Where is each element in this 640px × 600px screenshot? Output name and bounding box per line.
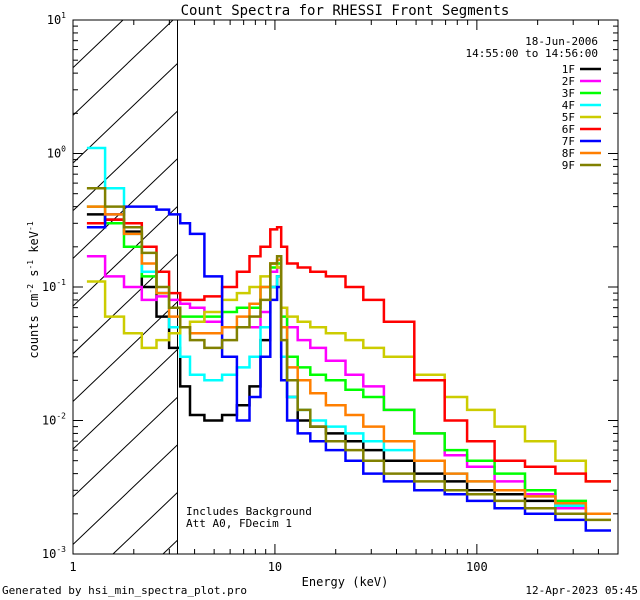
hatch-line [73, 20, 74, 21]
annotation-background: Includes Background [186, 505, 312, 518]
date-label: 18-Jun-2006 [525, 35, 598, 48]
y-axis-label-kev: keV [27, 231, 41, 260]
time-range-label: 14:55:00 to 14:56:00 [466, 47, 598, 60]
legend-label-9f: 9F [562, 159, 575, 172]
legend-label-3f: 3F [562, 87, 575, 100]
series-line-2f [86, 254, 611, 516]
annotation-attenuator: Att A0, FDecim 1 [186, 517, 292, 530]
series-line-4f [86, 146, 611, 516]
hatch-line [73, 205, 178, 307]
series-line-1f [86, 213, 611, 516]
y-tick-label: 10-1 [42, 278, 66, 294]
y-axis-label: counts cm-2 s-1 keV-1 [26, 221, 41, 358]
hatch-line [73, 20, 174, 117]
legend-label-4f: 4F [562, 99, 575, 112]
y-axis-label-exp-kev: -1 [26, 221, 35, 231]
axis-ticks: 1 10 100 10-3 10-2 10-1 100 101 [42, 11, 619, 574]
y-tick-label: 10-2 [42, 412, 66, 428]
y-axis-label-exp-cm: -2 [26, 284, 35, 294]
y-tick-label: 100 [47, 145, 66, 161]
y-axis-label-base: counts cm [27, 294, 41, 359]
x-tick-label: 100 [466, 560, 488, 574]
series-line-9f [86, 186, 611, 522]
y-tick-label: 101 [47, 11, 66, 27]
footer-generated-by: Generated by hsi_min_spectra_plot.pro [2, 584, 247, 597]
x-axis-label: Energy (keV) [302, 575, 389, 589]
hatch-line [73, 62, 178, 164]
hatched-region [73, 20, 178, 554]
y-axis-label-exp-s: -1 [26, 260, 35, 270]
chart-title: Count Spectra for RHESSI Front Segments [181, 3, 510, 19]
hatch-line [73, 396, 178, 498]
x-tick-label: 1 [69, 560, 76, 574]
legend-label-2f: 2F [562, 75, 575, 88]
series-line-7f [86, 205, 611, 532]
legend-label-6f: 6F [562, 123, 575, 136]
series-group [86, 146, 611, 532]
footer-timestamp: 12-Apr-2023 05:45 [525, 584, 638, 597]
y-axis-label-s: s [27, 270, 41, 284]
legend-label-7f: 7F [562, 135, 575, 148]
legend-label-5f: 5F [562, 111, 575, 124]
legend-label-8f: 8F [562, 147, 575, 160]
y-tick-label: 10-3 [42, 545, 66, 561]
legend-label-1f: 1F [562, 63, 575, 76]
hatch-line [73, 444, 178, 546]
x-tick-label: 10 [268, 560, 282, 574]
